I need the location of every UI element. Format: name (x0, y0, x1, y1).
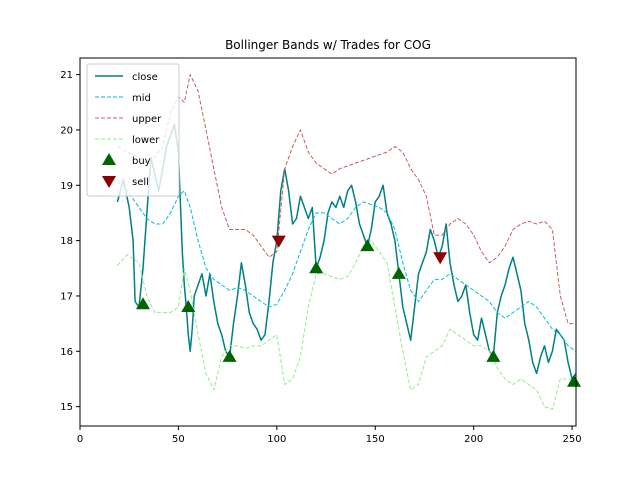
marker-layer (135, 235, 582, 387)
y-tick-label: 19 (60, 181, 73, 192)
legend-label-close: close (132, 72, 158, 83)
y-tick-label: 21 (60, 70, 73, 81)
buy-marker (181, 300, 196, 313)
series-line-lower (117, 240, 576, 410)
series-line-mid (117, 179, 576, 352)
legend-label-sell: sell (132, 177, 149, 188)
y-tick-label: 17 (60, 291, 73, 302)
legend-swatch-buy (102, 153, 116, 165)
x-tick-label: 200 (464, 434, 483, 445)
buy-marker (486, 349, 501, 362)
buy-marker (309, 261, 324, 274)
sell-marker (271, 235, 286, 248)
buy-marker (222, 349, 237, 362)
x-tick-label: 50 (172, 434, 185, 445)
legend-label-lower: lower (132, 135, 160, 146)
y-axis: 15 16 17 18 19 20 21 (60, 70, 80, 413)
buy-marker (567, 374, 582, 387)
legend-label-upper: upper (132, 114, 162, 125)
chart-title: Bollinger Bands w/ Trades for COG (225, 38, 431, 52)
y-tick-label: 18 (60, 236, 73, 247)
x-axis: 0 50 100 150 200 250 (77, 426, 582, 445)
x-tick-label: 150 (366, 434, 385, 445)
legend-label-mid: mid (132, 93, 151, 104)
legend: close mid upper lower buy sell (86, 63, 180, 197)
plot-frame (79, 57, 577, 427)
legend-swatch-sell (102, 176, 116, 188)
buy-marker (360, 239, 375, 252)
legend-label-buy: buy (132, 156, 151, 167)
x-tick-label: 100 (267, 434, 286, 445)
series-line-close (116, 123, 576, 380)
sell-marker (433, 252, 448, 265)
y-tick-label: 15 (60, 402, 73, 413)
x-tick-label: 250 (563, 434, 582, 445)
y-tick-label: 16 (60, 347, 73, 358)
y-tick-label: 20 (60, 125, 73, 136)
series-layer (116, 74, 576, 410)
buy-marker (391, 266, 406, 279)
series-line-upper (117, 74, 576, 325)
x-tick-label: 0 (77, 434, 83, 445)
buy-marker (135, 297, 150, 310)
